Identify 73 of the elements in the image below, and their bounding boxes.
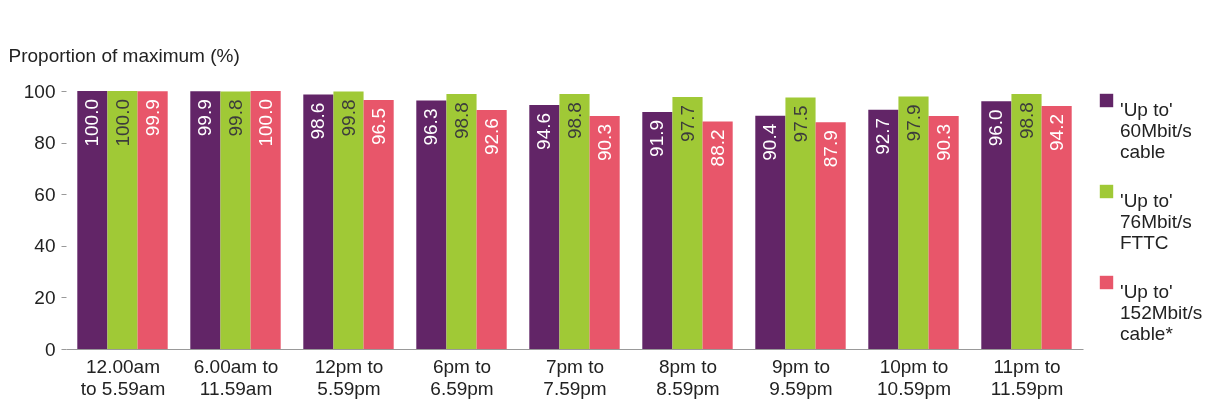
bar: [815, 122, 846, 349]
bar: [785, 97, 816, 349]
x-tick-label: 12pm to 5.59pm: [314, 355, 384, 399]
y-tick-label: 40: [34, 235, 56, 257]
data-label: 94.6: [533, 112, 555, 150]
data-label: 98.8: [1015, 102, 1037, 140]
bar: [107, 91, 138, 349]
y-tick-label: 0: [44, 338, 56, 360]
data-label: 98.8: [450, 102, 472, 140]
data-label: 98.8: [563, 102, 585, 140]
bar: [529, 104, 560, 349]
bar: [981, 101, 1012, 349]
data-label: 87.9: [819, 130, 841, 168]
bar: [333, 91, 364, 349]
data-label: 99.9: [194, 99, 216, 137]
data-label: 97.7: [676, 104, 698, 142]
bar: [250, 91, 281, 349]
bar: [476, 110, 507, 349]
bar: [559, 94, 590, 349]
data-label: 96.5: [367, 108, 389, 146]
bar: [220, 91, 251, 349]
legend-label: 'Up to' 152Mbit/s cable*: [1120, 280, 1203, 344]
y-tick-label: 60: [34, 183, 56, 205]
bar: [77, 91, 108, 349]
y-tick-label: 80: [34, 132, 56, 154]
bar: [190, 91, 221, 349]
data-label: 97.9: [902, 104, 924, 142]
bar: [868, 109, 899, 349]
y-axis-title: Proportion of maximum (%): [8, 44, 240, 66]
data-label: 88.2: [706, 129, 728, 167]
data-label: 90.3: [593, 124, 615, 162]
x-tick-label: 9pm to 9.59pm: [769, 355, 833, 399]
data-label: 99.8: [337, 99, 359, 137]
data-label: 97.5: [789, 105, 811, 143]
legend-label: 'Up to' 60Mbit/s cable: [1120, 98, 1192, 162]
x-tick-label: 6pm to 6.59pm: [430, 355, 494, 399]
bar: [137, 91, 168, 349]
data-label: 90.3: [932, 124, 954, 162]
data-label: 98.6: [307, 102, 329, 140]
bar: [928, 116, 959, 349]
data-label: 92.7: [872, 117, 894, 155]
y-tick-label: 100: [23, 80, 56, 102]
x-tick-label: 6.00am to 11.59am: [193, 355, 279, 399]
data-label: 100.0: [254, 99, 276, 147]
y-tick-label: 20: [34, 286, 56, 308]
data-label: 100.0: [111, 99, 133, 147]
bar: [642, 111, 673, 349]
bar: [303, 94, 334, 349]
legend-label: 'Up to' 76Mbit/s FTTC: [1120, 189, 1192, 253]
bar: [755, 115, 786, 349]
bar: [416, 100, 447, 349]
data-label: 100.0: [81, 99, 103, 147]
data-label: 91.9: [646, 119, 668, 157]
data-label: 94.2: [1045, 113, 1067, 151]
x-tick-label: 11pm to 11.59pm: [990, 355, 1064, 399]
bar: [1011, 94, 1042, 349]
data-label: 96.3: [420, 108, 442, 146]
bar: [702, 121, 733, 349]
data-label: 99.9: [141, 99, 163, 137]
data-label: 99.8: [224, 99, 246, 137]
bar: [363, 100, 394, 349]
data-label: 90.4: [759, 123, 781, 161]
bar: [1041, 105, 1072, 349]
x-tick-label: 8pm to 8.59pm: [656, 355, 720, 399]
data-label: 92.6: [480, 118, 502, 156]
x-tick-label: 7pm to 7.59pm: [543, 355, 607, 399]
x-tick-label: 10pm to 10.59pm: [877, 355, 951, 399]
data-label: 96.0: [985, 109, 1007, 147]
bar: [446, 94, 477, 349]
x-tick-label: 12.00am to 5.59am: [80, 355, 166, 399]
bar: [589, 116, 620, 349]
bar: [898, 96, 929, 349]
bar: [672, 96, 703, 349]
